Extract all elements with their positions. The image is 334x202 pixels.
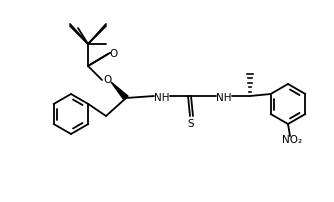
Text: S: S <box>188 118 194 128</box>
Text: O: O <box>104 75 112 85</box>
Text: O: O <box>110 49 118 59</box>
Text: NH: NH <box>154 93 170 102</box>
Polygon shape <box>111 83 128 100</box>
Text: NH: NH <box>216 93 232 102</box>
Text: NO₂: NO₂ <box>282 134 302 144</box>
